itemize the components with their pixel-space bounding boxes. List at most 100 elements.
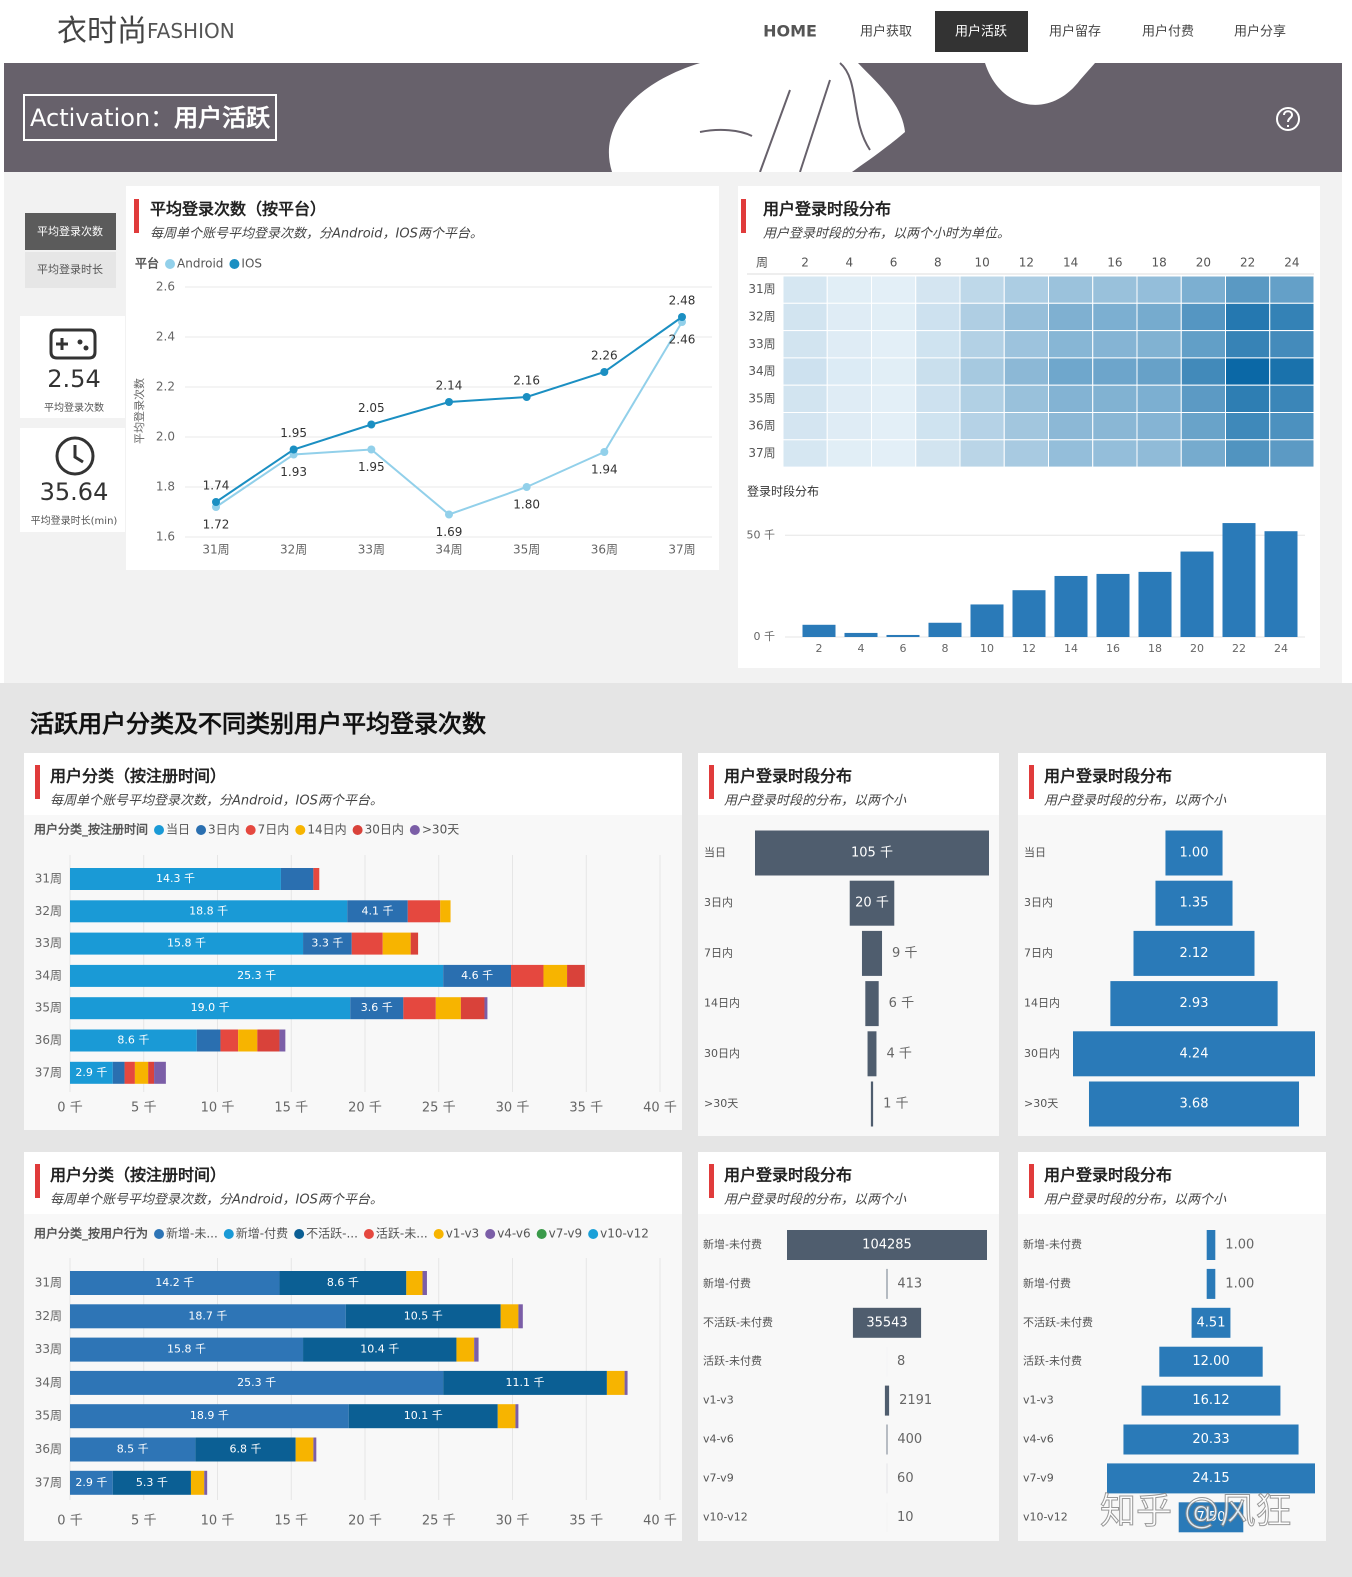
panel-header xyxy=(1018,753,1326,815)
heat-cell xyxy=(1003,330,1049,359)
legend-swatch xyxy=(154,1229,165,1239)
data-label: 3.68 xyxy=(1180,1097,1209,1112)
bar-segment xyxy=(134,1061,149,1084)
funnel-bar xyxy=(1123,1424,1299,1455)
sidebar-button[interactable] xyxy=(25,213,116,250)
header-bar xyxy=(0,0,1352,62)
x-tick-label: 24 xyxy=(1274,642,1288,655)
funnel-bar xyxy=(755,830,989,876)
y-tick-label: 50 千 xyxy=(747,528,776,541)
heat-cell xyxy=(959,302,1005,332)
heat-cell xyxy=(1092,439,1138,468)
bar-segment xyxy=(70,964,444,987)
kpi-label: 平均登录时长(min) xyxy=(31,514,118,527)
bar-segment xyxy=(567,964,585,987)
heat-cell xyxy=(1092,330,1138,359)
data-label: 2.16 xyxy=(513,374,540,388)
kpi-icon xyxy=(49,328,97,360)
data-label: 8.5 千 xyxy=(117,1443,149,1456)
data-point xyxy=(289,445,298,454)
data-label: 20 千 xyxy=(855,896,889,911)
heat-cell xyxy=(1180,275,1226,304)
heat-cell xyxy=(826,330,872,359)
x-tick-label: 10 xyxy=(980,642,994,655)
heat-cell xyxy=(1225,384,1271,414)
heat-cell xyxy=(1136,439,1182,468)
corner-label: 周 xyxy=(756,256,768,270)
heat-cell xyxy=(1003,384,1049,414)
bar-segment xyxy=(410,932,419,955)
data-label: 10.5 千 xyxy=(404,1309,443,1322)
help-icon[interactable] xyxy=(1276,107,1300,131)
heat-cell xyxy=(1269,357,1315,386)
heat-cell xyxy=(959,439,1005,468)
nav-item[interactable]: 用户分享 xyxy=(1234,24,1286,40)
bar-segment xyxy=(511,964,544,987)
heat-cell xyxy=(871,412,917,441)
data-label: 14.2 千 xyxy=(155,1276,194,1289)
heat-cell xyxy=(1180,412,1226,441)
heat-cell xyxy=(1136,412,1182,441)
bar xyxy=(1180,551,1214,637)
logo-main: 衣时尚 xyxy=(57,14,147,49)
heat-cell xyxy=(826,412,872,441)
nav-item[interactable]: HOME xyxy=(763,22,817,41)
chart-subtitle: 每周单个账号平均登录次数，分Android，IOS两个平台。 xyxy=(50,794,383,809)
bar-segment xyxy=(440,900,451,923)
funnel-bar xyxy=(867,1031,877,1077)
bar-segment xyxy=(422,1271,427,1295)
bar-segment xyxy=(70,997,351,1020)
data-label: 1.00 xyxy=(1225,1238,1254,1253)
heat-cell xyxy=(1269,330,1315,359)
column-label: 14 xyxy=(1063,256,1078,270)
row-label: 35周 xyxy=(35,1001,62,1015)
data-label: 2.93 xyxy=(1180,996,1209,1011)
panel xyxy=(126,186,719,570)
x-tick-label: 40 千 xyxy=(643,1101,677,1116)
bar-segment xyxy=(70,1061,113,1084)
chart-subtitle: 用户登录时段的分布，以两个小 xyxy=(1044,794,1227,809)
heat-cell xyxy=(959,357,1005,386)
sidebar-button[interactable] xyxy=(25,252,116,288)
category-label: 7日内 xyxy=(704,945,733,959)
nav-item[interactable]: 用户留存 xyxy=(1049,24,1101,40)
legend-swatch xyxy=(196,825,207,835)
bar xyxy=(1138,571,1172,637)
funnel-bar xyxy=(787,1230,987,1260)
chart-title: 登录时段分布 xyxy=(747,484,819,499)
data-label: 3.3 千 xyxy=(311,937,343,950)
bar-segment xyxy=(70,1370,444,1395)
legend-title: 用户分类_按注册时间 xyxy=(33,822,148,838)
data-point xyxy=(212,498,220,506)
data-label: 10.1 千 xyxy=(404,1409,443,1422)
nav-item[interactable]: 用户获取 xyxy=(860,24,912,40)
logo-suffix: FASHION xyxy=(147,19,235,43)
x-tick-label: 35 千 xyxy=(569,1514,603,1529)
heat-cell xyxy=(871,384,917,414)
bar xyxy=(886,634,920,637)
data-label: 20.33 xyxy=(1192,1432,1229,1447)
category-label: v10-v12 xyxy=(703,1510,748,1523)
x-tick-label: 15 千 xyxy=(274,1101,308,1116)
bar-segment xyxy=(112,1470,191,1495)
data-label: 4.6 千 xyxy=(461,969,493,982)
bar-segment xyxy=(313,1437,317,1462)
category-label: v4-v6 xyxy=(1023,1433,1054,1446)
heat-cell xyxy=(1225,357,1271,386)
data-label: 2.12 xyxy=(1180,946,1209,961)
x-tick-label: 0 千 xyxy=(57,1101,82,1116)
nav-item[interactable]: 用户活跃 xyxy=(955,24,1007,40)
column-label: 22 xyxy=(1240,256,1255,270)
heat-cell xyxy=(1136,302,1182,332)
funnel-bar xyxy=(865,981,879,1027)
banner-title: Activation：用户活跃 xyxy=(30,104,271,132)
data-label: 6 千 xyxy=(889,996,914,1011)
row-label: 32周 xyxy=(748,309,775,323)
title-accent xyxy=(134,199,139,233)
nav-item[interactable]: 用户付费 xyxy=(1142,24,1194,40)
x-tick-label: 22 xyxy=(1232,642,1246,655)
bar xyxy=(1222,523,1256,637)
heat-cell xyxy=(1048,302,1094,332)
panel xyxy=(698,753,999,1136)
